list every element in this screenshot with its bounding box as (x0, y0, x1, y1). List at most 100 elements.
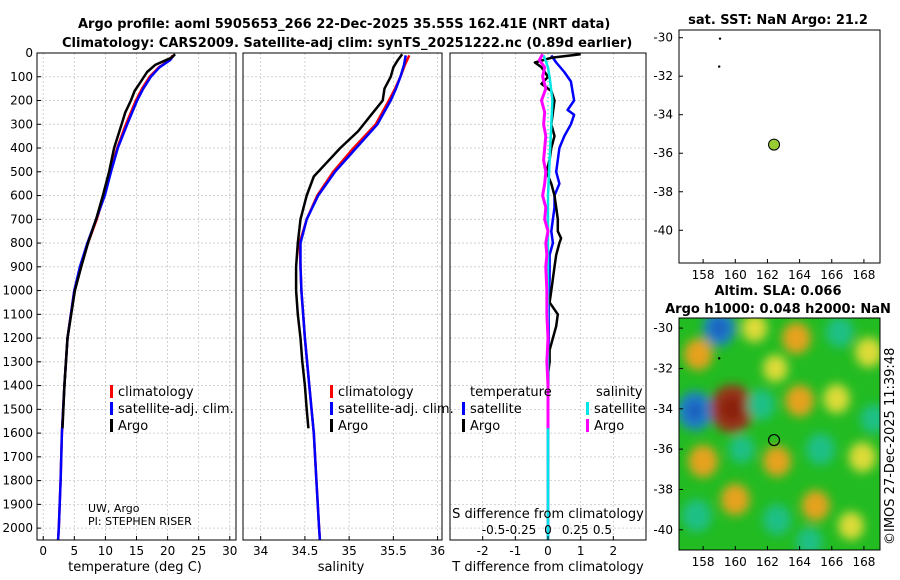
s-tick-label: -0.5 (482, 523, 505, 537)
x-tick-label: 10 (98, 544, 113, 558)
map-frame (678, 29, 881, 264)
anomaly-cell (763, 504, 792, 536)
y-tick-label: 400 (10, 141, 33, 155)
x-tick-label: 2 (610, 544, 618, 558)
s-tick-label: 0.25 (562, 523, 589, 537)
temperature-xlabel: temperature (deg C) (68, 560, 202, 575)
plot-frame (242, 52, 443, 541)
anomaly-cell (720, 483, 750, 516)
legend-satellite: satellite-adj. clim. (118, 402, 234, 417)
legend-climatology: climatology (338, 385, 414, 400)
s-tick-label: -0.25 (505, 523, 536, 537)
anomaly-cell (747, 389, 776, 421)
map-frame (678, 317, 881, 551)
anomaly-cell (741, 318, 768, 343)
y-tick-label: 2000 (2, 521, 33, 535)
y-tick-label: 200 (10, 94, 33, 108)
y-tick-label: 1200 (2, 331, 33, 345)
legend-t-satellite: satellite (470, 402, 522, 417)
x-tick-label: 158 (692, 268, 715, 282)
legend-swatch-t-argo (462, 419, 465, 432)
x-tick-label: 36 (430, 544, 445, 558)
y-tick-label: 1000 (2, 284, 33, 298)
y-tick-label: -38 (653, 482, 673, 496)
salinity-panel: 34 34.5 35 35.5 36 (242, 52, 445, 558)
heatmap-blobs (679, 318, 880, 550)
legend-swatch-s-satellite (586, 402, 589, 415)
legend-swatch-s-argo (586, 419, 589, 432)
x-tick-label: 164 (788, 268, 811, 282)
track-point (718, 357, 721, 360)
x-tick-label: 0 (544, 544, 552, 558)
x-tick-label: 35.5 (380, 544, 407, 558)
anomaly-cell (823, 384, 850, 414)
y-tick-label: 1800 (2, 474, 33, 488)
x-tick-label: 34 (253, 544, 268, 558)
float-marker (768, 138, 781, 151)
track-point (718, 65, 721, 68)
heatmap-field (679, 318, 880, 550)
x-tick-label: 158 (692, 555, 715, 569)
x-tick-label: 20 (160, 544, 175, 558)
series-line-argo (61, 53, 176, 429)
x-tick-label: 162 (756, 555, 779, 569)
difference-legend: temperature salinity satellite Argo sate… (462, 385, 646, 434)
temperature-legend: climatology satellite-adj. clim. Argo (110, 385, 234, 434)
x-tick-label: 160 (724, 268, 747, 282)
anomaly-core (686, 400, 705, 422)
y-tick-label: 1500 (2, 402, 33, 416)
y-tick-label: -38 (653, 185, 673, 199)
sst-map-title: sat. SST: NaN Argo: 21.2 (688, 13, 868, 28)
anomaly-cell (688, 444, 718, 478)
y-tick-label: -40 (653, 223, 673, 237)
x-tick-label: 1 (577, 544, 585, 558)
anomaly-cell (785, 384, 814, 417)
y-tick-label: 1400 (2, 379, 33, 393)
anomaly-core (711, 318, 728, 338)
anomaly-cell (825, 318, 854, 348)
x-tick-label: 5 (70, 544, 78, 558)
anomaly-cell (781, 322, 811, 355)
legend-swatch-satellite (110, 402, 113, 415)
legend-t-header: temperature (470, 385, 552, 400)
y-tick-label: 500 (10, 165, 33, 179)
title-line1: Argo profile: aoml 5905653_266 22-Dec-20… (78, 17, 610, 32)
temperature-panel: 0 5 10 15 20 25 300100200300400500600700800900… (2, 46, 237, 558)
x-tick-label: -1 (509, 544, 521, 558)
sla-map-panel: 158 160 162 164 166 168 -30 -32 -34 -36 -38 -40 (653, 317, 881, 569)
x-tick-label: -2 (477, 544, 489, 558)
anomaly-cell (806, 433, 835, 465)
series-line-argo (294, 53, 404, 429)
y-tick-label: -34 (653, 402, 673, 416)
y-tick-label: 1900 (2, 497, 33, 511)
s-tick-label: 0 (544, 523, 552, 537)
legend-argo: Argo (338, 419, 368, 434)
y-tick-label: 800 (10, 236, 33, 250)
sla-map-title1: Altim. SLA: 0.066 (715, 284, 842, 299)
legend-argo: Argo (118, 419, 148, 434)
title-line2: Climatology: CARS2009. Satellite-adj cli… (62, 36, 632, 51)
salinity-legend: climatology satellite-adj. clim. Argo (330, 385, 454, 434)
series-line-climatology (56, 54, 174, 541)
x-tick-label: 34.5 (292, 544, 319, 558)
legend-s-argo: Argo (594, 419, 624, 434)
x-tick-label: 0 (39, 544, 47, 558)
float-marker (767, 433, 781, 447)
anomaly-cell (681, 499, 712, 532)
y-tick-label: -32 (653, 69, 673, 83)
s-difference-xlabel: S difference from climatology (452, 507, 644, 522)
legend-swatch-argo (110, 419, 113, 432)
y-tick-label: 1100 (2, 307, 33, 321)
y-tick-label: 600 (10, 189, 33, 203)
x-tick-label: 30 (222, 544, 237, 558)
legend-swatch-t-satellite (462, 402, 465, 415)
legend-swatch-climatology (110, 385, 113, 398)
y-tick-label: 1600 (2, 426, 33, 440)
anomaly-cell (838, 511, 864, 540)
anomaly-cell (683, 338, 713, 371)
y-tick-label: -36 (653, 442, 673, 456)
anomaly-core (719, 395, 745, 422)
x-tick-label: 164 (788, 555, 811, 569)
x-tick-label: 25 (191, 544, 206, 558)
